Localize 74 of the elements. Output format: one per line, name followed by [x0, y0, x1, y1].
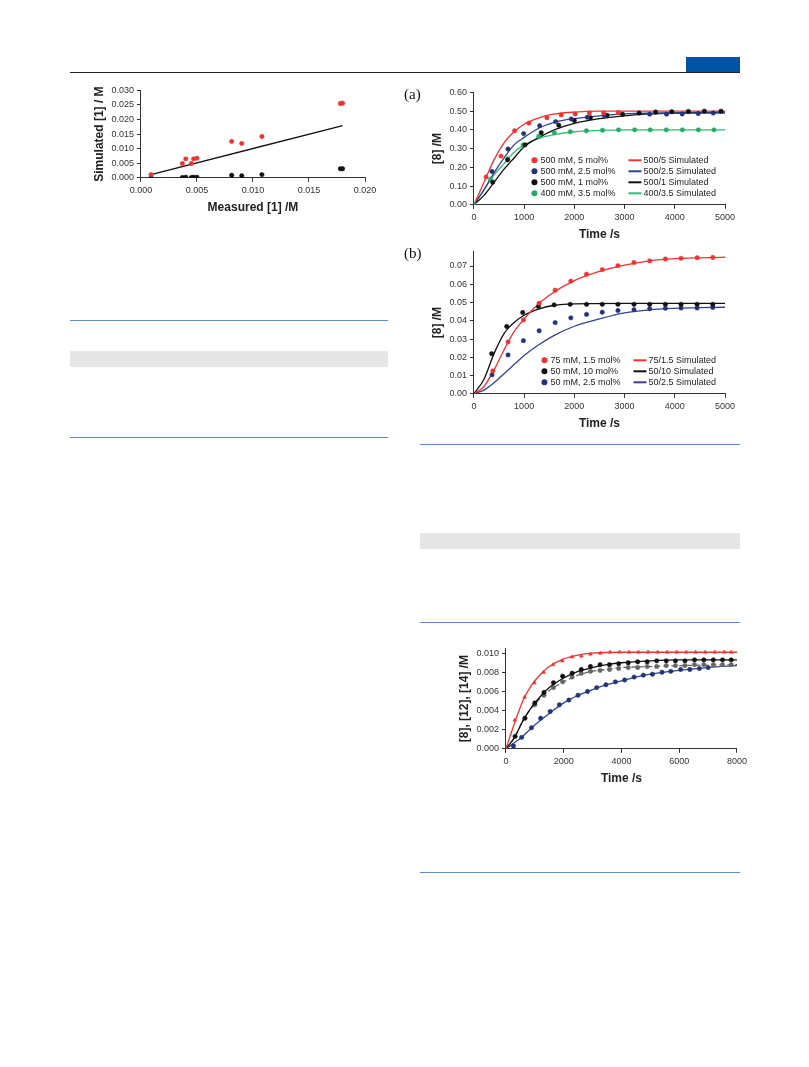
y-tick-label: 0.30	[449, 143, 467, 154]
x-tick-label: 0.005	[185, 184, 209, 195]
x-tick-label: 0.000	[129, 184, 153, 195]
x-tick-label: 2000	[564, 211, 585, 222]
x-tick-label: 2000	[553, 755, 574, 766]
y-tick-label: 0.008	[476, 666, 499, 677]
y-tick-label: 0.04	[449, 315, 467, 326]
x-tick-label: 0.015	[297, 184, 321, 195]
x-tick-label: 0	[471, 211, 477, 222]
x-tick-label: 4000	[664, 211, 685, 222]
x-tick-label: 8000	[726, 755, 747, 766]
x-tick-label: 6000	[669, 755, 690, 766]
y-tick-label: 0.004	[476, 705, 499, 716]
y-axis-title: [8] /M	[429, 306, 444, 339]
legend-label: 500/1 Simulated	[643, 176, 709, 187]
x-tick-label: 4000	[611, 755, 632, 766]
y-tick-label: 0.006	[476, 685, 499, 696]
y-tick-label: 0.005	[111, 157, 134, 168]
x-tick-label: 0.010	[241, 184, 265, 195]
x-tick-label: 1000	[514, 400, 535, 411]
x-tick-label: 3000	[614, 211, 635, 222]
x-tick-label: 5000	[714, 400, 736, 411]
legend-label: 75 mM, 1.5 mol%	[550, 354, 621, 365]
y-tick-label: 0.01	[449, 370, 467, 381]
y-tick-label: 0.07	[449, 260, 467, 271]
x-axis-title: Time /s	[578, 227, 621, 242]
y-tick-label: 0.10	[449, 180, 467, 191]
text: (a)	[404, 86, 421, 104]
text: (b)	[404, 245, 422, 263]
y-axis-title: [8], [12], [14] /M	[456, 654, 471, 743]
y-tick-label: 0.000	[111, 172, 134, 183]
y-tick-label: 0.030	[111, 84, 134, 95]
x-tick-label: 0	[503, 755, 509, 766]
legend-label: 500/5 Simulated	[643, 154, 709, 165]
x-tick-label: 0	[471, 400, 477, 411]
y-axis-title: Simulated [1] / M	[91, 86, 106, 182]
y-tick-label: 0.60	[449, 86, 467, 97]
x-axis-title: Time /s	[578, 416, 621, 431]
y-tick-label: 0.010	[111, 143, 134, 154]
legend-label: 400 mM, 3.5 mol%	[540, 187, 616, 198]
x-tick-label: 3000	[614, 400, 635, 411]
legend-label: 75/1.5 Simulated	[648, 354, 716, 365]
x-axis-title: Measured [1] /M	[207, 200, 299, 215]
y-tick-label: 0.025	[111, 99, 134, 110]
y-tick-label: 0.05	[449, 297, 467, 307]
x-tick-label: 4000	[664, 400, 685, 411]
x-tick-label: 0.020	[353, 184, 377, 195]
legend-label: 50/10 Simulated	[648, 365, 714, 376]
y-tick-label: 0.002	[476, 724, 499, 735]
y-tick-label: 0.50	[449, 105, 467, 116]
y-tick-label: 0.000	[476, 743, 499, 754]
y-tick-label: 0.00	[449, 388, 467, 399]
y-tick-label: 0.010	[476, 647, 499, 658]
y-tick-label: 0.03	[449, 333, 467, 344]
legend-label: 500 mM, 5 mol%	[540, 154, 608, 165]
y-tick-label: 0.20	[449, 161, 467, 172]
y-tick-label: 0.40	[449, 124, 467, 135]
legend-label: 500/2.5 Simulated	[643, 165, 717, 176]
y-tick-label: 0.015	[111, 128, 134, 139]
legend-label: 400/3.5 Simulated	[643, 187, 717, 198]
legend-label: 50/2.5 Simulated	[648, 376, 716, 387]
legend-label: 500 mM, 1 mol%	[540, 176, 608, 187]
x-tick-label: 1000	[514, 211, 535, 222]
y-axis-title: [8] /M	[429, 132, 444, 165]
y-tick-label: 0.00	[449, 199, 467, 210]
x-tick-label: 2000	[564, 400, 585, 411]
legend-label: 50 mM, 2.5 mol%	[550, 376, 621, 387]
y-tick-label: 0.06	[449, 278, 467, 289]
legend-label: 500 mM, 2.5 mol%	[540, 165, 616, 176]
legend-label: 50 mM, 10 mol%	[550, 365, 618, 376]
x-axis-title: Time /s	[600, 771, 643, 786]
y-tick-label: 0.02	[449, 351, 467, 362]
y-tick-label: 0.020	[111, 114, 134, 125]
x-tick-label: 5000	[714, 211, 736, 222]
